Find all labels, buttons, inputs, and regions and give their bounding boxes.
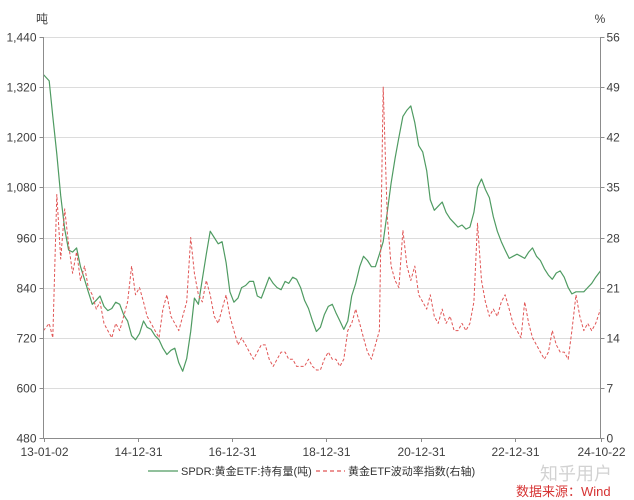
right-tick-label: 21 (607, 282, 621, 296)
right-tick-label: 7 (607, 382, 614, 396)
left-tick-label: 1,320 (6, 81, 36, 95)
gold-etf-volatility-line (43, 86, 601, 371)
right-tick-label: 49 (607, 81, 621, 95)
series-lines (43, 74, 601, 372)
legend: SPDR:黄金ETF:持有量(吨) 黄金ETF波动率指数(右轴) (148, 464, 475, 478)
right-axis-ticks: 0 7 14 21 28 35 42 49 56 (600, 31, 621, 446)
x-tick-label: 22-12-31 (491, 445, 539, 459)
left-tick-label: 1,200 (6, 131, 36, 145)
x-axis-ticks: 13-01-02 14-12-31 16-12-31 18-12-31 20-12-31… (20, 438, 626, 459)
x-tick-label: 24-10-22 (577, 445, 625, 459)
right-tick-label: 42 (607, 131, 621, 145)
left-tick-label: 840 (16, 282, 36, 296)
left-tick-label: 720 (16, 332, 36, 346)
right-tick-label: 14 (607, 332, 621, 346)
left-axis-unit: 吨 (36, 12, 48, 26)
x-tick-label: 18-12-31 (302, 445, 350, 459)
left-tick-label: 960 (16, 232, 36, 246)
right-tick-label: 28 (607, 232, 621, 246)
x-tick-label: 20-12-31 (397, 445, 445, 459)
left-tick-label: 600 (16, 382, 36, 396)
legend-item-holdings: SPDR:黄金ETF:持有量(吨) (148, 464, 312, 478)
spdr-holdings-line (43, 74, 601, 372)
legend-item-volatility: 黄金ETF波动率指数(右轴) (316, 464, 475, 478)
watermark: 知乎用户 (540, 464, 612, 484)
left-tick-label: 480 (16, 432, 36, 446)
x-tick-label: 13-01-02 (20, 445, 68, 459)
x-tick-label: 14-12-31 (114, 445, 162, 459)
right-tick-label: 35 (607, 181, 621, 195)
legend-label-holdings: SPDR:黄金ETF:持有量(吨) (181, 464, 312, 478)
left-tick-label: 1,440 (6, 31, 36, 45)
legend-label-volatility: 黄金ETF波动率指数(右轴) (348, 464, 475, 478)
left-axis-ticks: 480 600 720 840 960 1,080 1,200 1,320 1,440 (6, 31, 44, 446)
x-tick-label: 16-12-31 (208, 445, 256, 459)
right-tick-label: 56 (607, 31, 621, 45)
data-source-note: 数据来源：Wind (516, 484, 611, 499)
left-tick-label: 1,080 (6, 181, 36, 195)
right-tick-label: 0 (607, 432, 614, 446)
right-axis-unit: % (595, 12, 606, 26)
gridlines (43, 37, 601, 389)
